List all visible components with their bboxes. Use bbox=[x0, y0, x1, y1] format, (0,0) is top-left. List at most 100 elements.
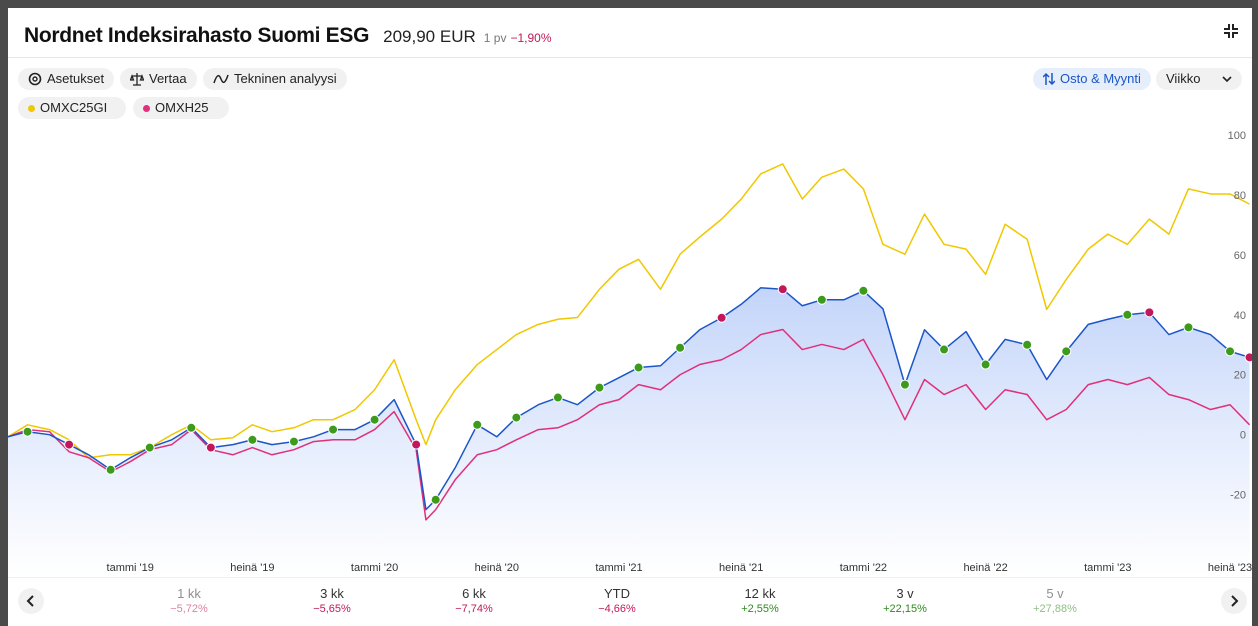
trade-marker bbox=[1061, 346, 1072, 357]
legend-dot bbox=[28, 104, 35, 112]
legend-label: OMXH25 bbox=[155, 100, 209, 115]
y-tick-label: 0 bbox=[1240, 430, 1246, 442]
trade-marker bbox=[1244, 352, 1252, 363]
compare-button[interactable]: Vertaa bbox=[120, 68, 197, 90]
period-tab[interactable]: 1 kk −5,72% bbox=[139, 586, 239, 615]
trade-marker bbox=[1183, 322, 1194, 333]
analysis-button[interactable]: Tekninen analyysi bbox=[203, 68, 347, 90]
chart: -20 0 20 40 60 80 100 tammi '19 heinä '19 tammi '… bbox=[8, 130, 1252, 575]
trade-marker bbox=[633, 362, 644, 373]
period: 1 pv bbox=[483, 31, 507, 45]
trade-marker bbox=[675, 342, 686, 353]
period-label: 12 kk bbox=[744, 586, 776, 601]
line bbox=[8, 328, 1251, 521]
legend-label: OMXC25GI bbox=[40, 100, 108, 115]
line bbox=[8, 163, 1250, 459]
period-tab[interactable]: 6 kk −7,74% bbox=[424, 586, 524, 615]
trade-marker bbox=[1225, 346, 1236, 357]
x-tick-label: heinä '22 bbox=[963, 562, 1007, 574]
x-tick-label: tammi '22 bbox=[840, 562, 887, 574]
x-tick-label: tammi '19 bbox=[107, 562, 154, 574]
trade-button[interactable]: Osto & Myynti bbox=[1033, 68, 1151, 90]
trade-marker bbox=[1022, 339, 1033, 350]
prev-arrow[interactable] bbox=[18, 588, 44, 614]
y-tick-label: -20 bbox=[1230, 490, 1246, 502]
y-tick-label: 60 bbox=[1234, 250, 1246, 262]
trade-marker bbox=[205, 442, 216, 453]
period-change: −5,65% bbox=[313, 603, 351, 615]
y-tick-label: 40 bbox=[1234, 310, 1246, 322]
trade-marker bbox=[144, 442, 155, 453]
button-label: Asetukset bbox=[47, 71, 105, 86]
period-tab[interactable]: 12 kk +2,55% bbox=[710, 586, 810, 615]
trade-marker bbox=[777, 284, 788, 295]
period-bar: 1 kk −5,72% 3 kk −5,65% 6 kk −7,74% YTD −4,66% 1… bbox=[8, 577, 1252, 626]
period-change: +2,55% bbox=[741, 603, 779, 615]
trade-marker bbox=[939, 344, 950, 355]
settings-button[interactable]: Asetukset bbox=[18, 68, 115, 90]
trade-marker bbox=[22, 426, 33, 437]
trade-marker bbox=[411, 439, 422, 450]
trade-marker bbox=[1144, 307, 1155, 318]
period-change: +27,88% bbox=[1033, 603, 1077, 615]
legend-chip[interactable]: OMXH25 bbox=[133, 97, 229, 119]
button-label: Viikko bbox=[1166, 71, 1201, 86]
period-change: −4,66% bbox=[598, 603, 636, 615]
trade-marker bbox=[64, 439, 75, 450]
x-tick-label: heinä '21 bbox=[719, 562, 763, 574]
trade-marker bbox=[858, 285, 869, 296]
x-tick-label: tammi '20 bbox=[351, 562, 398, 574]
trade-marker bbox=[369, 414, 380, 425]
trade-marker bbox=[472, 419, 483, 430]
period-change: +22,15% bbox=[883, 603, 927, 615]
y-tick-label: 20 bbox=[1234, 370, 1246, 382]
period-label: 3 v bbox=[896, 586, 914, 601]
header: Nordnet Indeksirahasto Suomi ESG 209,90 … bbox=[24, 24, 552, 48]
period-tab[interactable]: 5 v +27,88% bbox=[1005, 586, 1105, 615]
trade-marker bbox=[288, 436, 299, 447]
trade-marker bbox=[511, 412, 522, 423]
trade-marker bbox=[716, 312, 727, 323]
x-tick-label: tammi '21 bbox=[595, 562, 642, 574]
trade-marker bbox=[105, 464, 116, 475]
period-label: 1 kk bbox=[177, 586, 201, 601]
collapse-icon[interactable] bbox=[1224, 24, 1238, 38]
trade-marker bbox=[430, 494, 441, 505]
x-tick-label: heinä '20 bbox=[475, 562, 519, 574]
legend-dot bbox=[143, 104, 150, 112]
next-arrow[interactable] bbox=[1221, 588, 1247, 614]
period-label: 3 kk bbox=[320, 586, 344, 601]
chart-card: -20 0 20 40 60 80 100 tammi '19 heinä '19 tammi '… bbox=[8, 8, 1252, 626]
trade-marker bbox=[1122, 309, 1133, 320]
period-tab[interactable]: 3 v +22,15% bbox=[855, 586, 955, 615]
y-tick-label: 100 bbox=[1228, 130, 1246, 142]
trade-marker bbox=[186, 422, 197, 433]
divider bbox=[8, 57, 1252, 58]
button-label: Tekninen analyysi bbox=[234, 71, 337, 86]
legend-chip[interactable]: OMXC25GI bbox=[18, 97, 126, 119]
trade-marker bbox=[899, 379, 910, 390]
period-label: YTD bbox=[604, 586, 630, 601]
interval-select[interactable]: Viikko bbox=[1156, 68, 1242, 90]
y-tick-label: 80 bbox=[1234, 190, 1246, 202]
trade-marker bbox=[816, 294, 827, 305]
trade-marker bbox=[980, 359, 991, 370]
period-tab[interactable]: 3 kk −5,65% bbox=[282, 586, 382, 615]
area bbox=[8, 287, 1250, 575]
trade-marker bbox=[594, 382, 605, 393]
line bbox=[8, 287, 1250, 511]
button-label: Osto & Myynti bbox=[1060, 71, 1141, 86]
change: −1,90% bbox=[510, 31, 552, 45]
trade-marker bbox=[328, 424, 339, 435]
period-label: 5 v bbox=[1046, 586, 1064, 601]
trade-marker bbox=[247, 434, 258, 445]
period-change: −7,74% bbox=[455, 603, 493, 615]
title: Nordnet Indeksirahasto Suomi ESG bbox=[24, 24, 370, 47]
button-label: Vertaa bbox=[149, 71, 187, 86]
x-tick-label: tammi '23 bbox=[1084, 562, 1131, 574]
price: 209,90 EUR bbox=[383, 27, 476, 46]
period-tab[interactable]: YTD −4,66% bbox=[567, 586, 667, 615]
x-tick-label: heinä '19 bbox=[230, 562, 274, 574]
period-change: −5,72% bbox=[170, 603, 208, 615]
